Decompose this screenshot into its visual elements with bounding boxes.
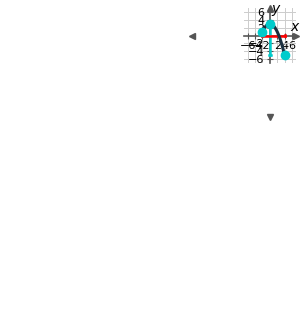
- Text: y: y: [272, 2, 280, 16]
- Text: x: x: [290, 19, 299, 34]
